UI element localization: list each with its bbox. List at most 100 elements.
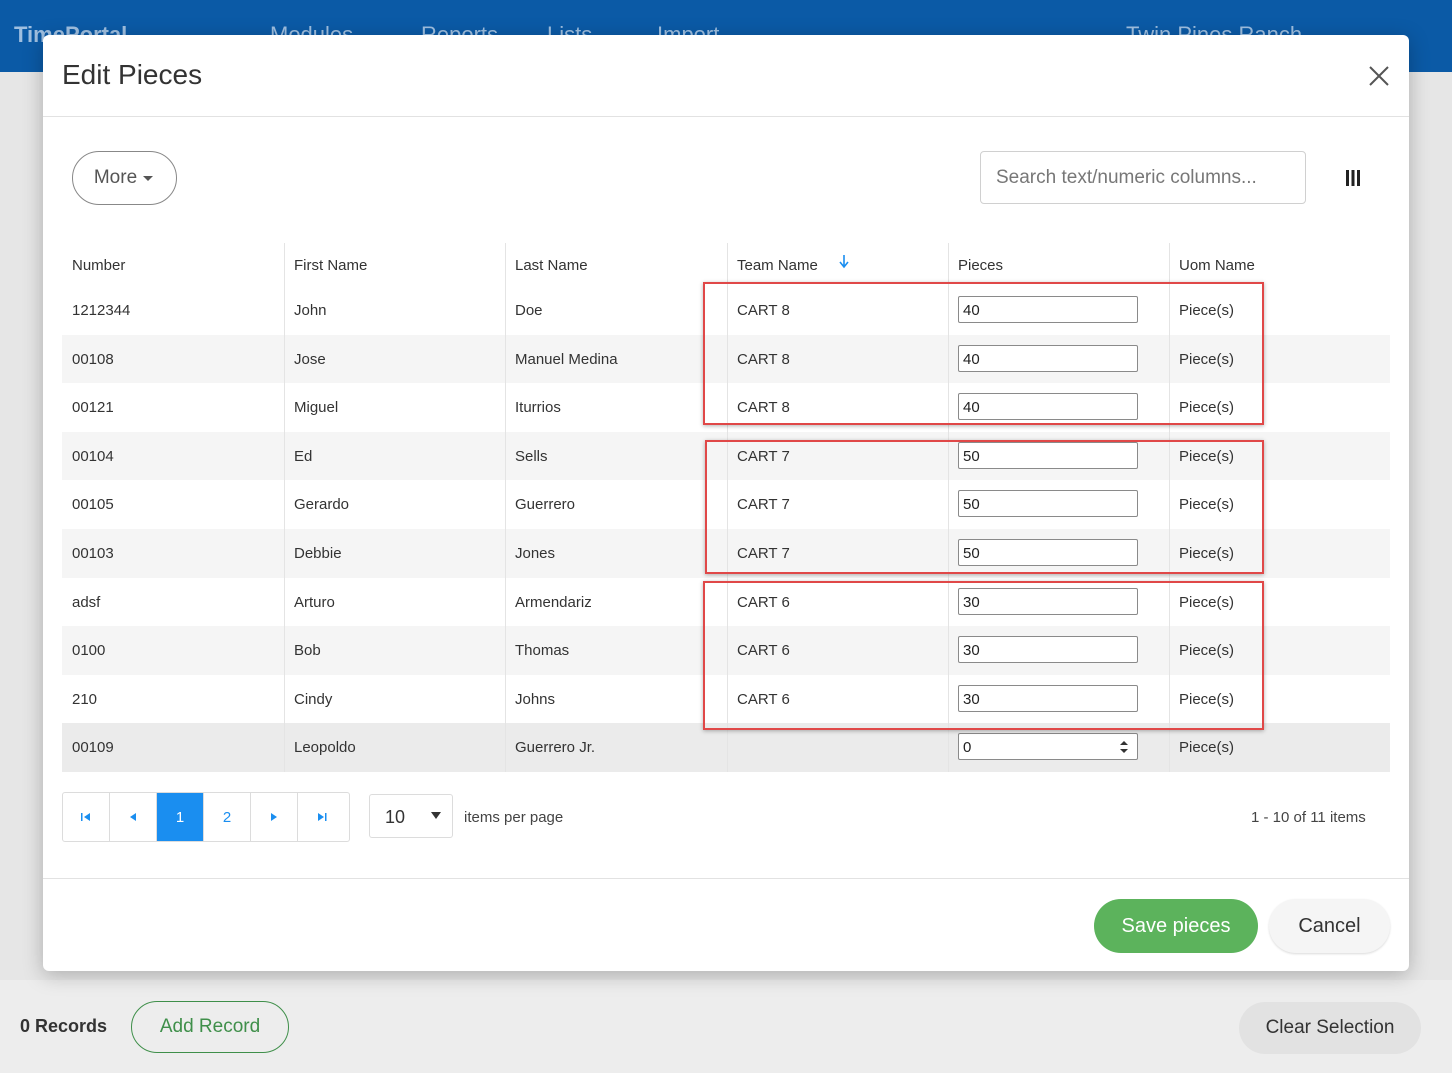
table-cell: Armendariz: [515, 593, 592, 611]
column-header[interactable]: First Name: [294, 257, 368, 274]
table-cell: Piece(s): [1179, 642, 1235, 660]
pieces-input[interactable]: 30: [958, 587, 1138, 615]
table-cell: CART 6: [737, 642, 790, 660]
pager: 1 2: [62, 792, 350, 842]
save-button[interactable]: Save pieces: [1094, 899, 1258, 953]
table-cell: John: [294, 302, 327, 319]
column-divider: [1169, 243, 1170, 772]
spinner[interactable]: [1119, 739, 1129, 755]
table-cell: Bob: [294, 642, 321, 660]
table-cell: Piece(s): [1179, 593, 1235, 611]
column-header[interactable]: Last Name: [515, 257, 588, 274]
table-cell: Manuel Medina: [515, 350, 618, 368]
records-count: 0 Records: [20, 1016, 108, 1036]
table-row: [62, 626, 1390, 675]
pieces-input[interactable]: 30: [958, 636, 1138, 664]
table-cell: CART 8: [737, 350, 790, 368]
table-row: [62, 334, 1390, 384]
page-button[interactable]: 2: [204, 793, 251, 841]
column-header[interactable]: Number: [72, 257, 126, 274]
clear-selection-button[interactable]: Clear Selection: [1239, 1002, 1421, 1054]
table-cell: Piece(s): [1179, 545, 1235, 562]
first-page[interactable]: [63, 793, 110, 841]
next-page[interactable]: [251, 793, 298, 841]
page-size-select[interactable]: 10: [369, 794, 453, 838]
table-cell: adsf: [72, 593, 101, 611]
caret: [143, 176, 154, 181]
close-button[interactable]: [1368, 65, 1390, 87]
table-row: [62, 480, 1390, 529]
table-cell: 00105: [72, 496, 114, 514]
pieces-input[interactable]: 0: [958, 733, 1138, 761]
table-cell: Jones: [515, 545, 556, 562]
table-cell: Piece(s): [1179, 739, 1235, 757]
table-cell: Sells: [515, 447, 548, 465]
table-cell: 00104: [72, 447, 114, 465]
more-button[interactable]: More: [72, 151, 177, 205]
last-page[interactable]: [298, 793, 345, 841]
table-row: [62, 286, 1390, 335]
pieces-input[interactable]: 50: [958, 441, 1138, 469]
table-cell: CART 8: [737, 302, 790, 319]
pieces-input[interactable]: 30: [958, 684, 1138, 712]
table-cell: CART 7: [737, 496, 790, 514]
modal: Edit Pieces More Search text/numeric col…: [43, 35, 1409, 971]
table-row: [62, 529, 1390, 578]
search-input[interactable]: Search text/numeric columns...: [980, 151, 1306, 204]
cancel-button[interactable]: Cancel: [1269, 899, 1390, 953]
table-cell: Ed: [294, 447, 313, 465]
table-cell: Miguel: [294, 399, 339, 417]
table-cell: Jose: [294, 350, 326, 368]
footer-divider: [43, 878, 1409, 879]
table-cell: 0100: [72, 642, 106, 660]
table-cell: Doe: [515, 302, 543, 319]
table-cell: Johns: [515, 690, 556, 708]
table-cell: 00108: [72, 350, 114, 368]
column-header[interactable]: Team Name: [737, 257, 818, 274]
column-divider: [284, 243, 285, 772]
pieces-input[interactable]: 50: [958, 490, 1138, 518]
column-header[interactable]: Uom Name: [1179, 257, 1255, 274]
pager-summary: 1 - 10 of 11 items: [1251, 809, 1366, 826]
table-cell: Piece(s): [1179, 496, 1235, 514]
page-size-label: items per page: [464, 809, 564, 826]
table-cell: Guerrero Jr.: [515, 739, 596, 757]
pieces-input[interactable]: 40: [958, 296, 1138, 323]
column-header[interactable]: Pieces: [958, 257, 1004, 274]
table-row: [62, 577, 1390, 627]
table-cell: CART 7: [737, 447, 790, 465]
pieces-input[interactable]: 40: [958, 344, 1138, 372]
table-cell: Leopoldo: [294, 739, 356, 757]
table-cell: 00121: [72, 399, 114, 417]
table-cell: Piece(s): [1179, 690, 1235, 708]
page-size: 10: [385, 807, 406, 827]
table-cell: Piece(s): [1179, 302, 1235, 319]
table-cell: CART 7: [737, 545, 790, 562]
caret: [431, 812, 441, 819]
table-cell: Iturrios: [515, 399, 561, 417]
page-button[interactable]: 1: [157, 793, 204, 841]
columns-button[interactable]: [1345, 169, 1361, 187]
pieces-input[interactable]: 50: [958, 539, 1138, 566]
table-cell: CART 8: [737, 399, 790, 417]
table-cell: Piece(s): [1179, 447, 1235, 465]
table-row: [62, 723, 1390, 772]
table-cell: Debbie: [294, 545, 342, 562]
prev-page[interactable]: [110, 793, 157, 841]
table-row: [62, 674, 1390, 724]
modal-header: Edit Pieces: [43, 35, 1409, 117]
table-cell: Cindy: [294, 690, 333, 708]
table-cell: 210: [72, 690, 98, 708]
pieces-input[interactable]: 40: [958, 393, 1138, 421]
table-cell: 1212344: [72, 302, 131, 319]
table-cell: Guerrero: [515, 496, 576, 514]
column-divider: [727, 243, 728, 772]
table-cell: Arturo: [294, 593, 335, 611]
table-cell: 00103: [72, 545, 114, 562]
table-row: [62, 431, 1390, 481]
column-divider: [505, 243, 506, 772]
table-cell: Piece(s): [1179, 399, 1235, 417]
more-label: More: [93, 167, 138, 188]
add-record-button[interactable]: Add Record: [131, 1001, 289, 1053]
